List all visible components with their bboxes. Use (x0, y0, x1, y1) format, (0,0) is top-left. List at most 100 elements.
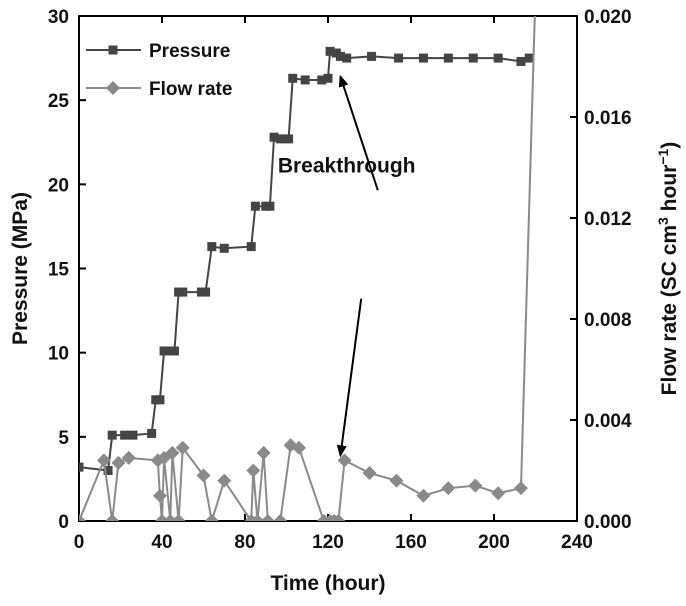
flow-rate-point (171, 514, 186, 521)
pressure-point (367, 51, 377, 61)
x-tick-label: 80 (234, 532, 255, 553)
y-right-tick-label: 0.020 (584, 7, 632, 28)
x-tick-label: 200 (478, 532, 510, 553)
breakthrough-arrow (336, 298, 363, 458)
pressure-point (300, 75, 310, 85)
flow-rate-point (196, 468, 211, 483)
flow-rate-point (121, 450, 136, 465)
x-axis-title: Time (hour) (270, 572, 385, 595)
y-left-tick-label: 10 (48, 344, 69, 365)
pressure-point (155, 395, 165, 405)
pressure-point (163, 346, 173, 356)
flow-rate-point (250, 514, 265, 521)
y-right-axis-title-superscript: 3 (655, 217, 671, 225)
x-tick-label: 0 (74, 532, 85, 553)
pressure-point (394, 53, 404, 63)
flow-rate-point (416, 488, 431, 503)
flow-rate-point (165, 445, 180, 460)
pressure-point (201, 287, 211, 297)
pressure-point (288, 73, 298, 83)
flow-rate-point (96, 453, 111, 468)
flow-rate-point (331, 514, 346, 521)
pressure-point (275, 134, 285, 144)
legend-label: Pressure (149, 41, 230, 62)
pressure-point (207, 242, 217, 252)
y-left-tick-label: 15 (48, 260, 70, 281)
flow-rate-point (256, 445, 271, 460)
flow-rate-point (291, 440, 306, 455)
y-right-axis-title: Flow rate (SC cm3 hour−1) (655, 142, 681, 396)
y-left-tick-label: 30 (48, 7, 69, 28)
flow-rate-point (79, 514, 86, 521)
x-tick-label: 240 (561, 532, 593, 553)
series-line (79, 50, 530, 472)
flow-rate-point (273, 514, 288, 521)
series-pressure (79, 46, 534, 475)
flow-rate-point (204, 514, 219, 521)
y-right-tick-label: 0.008 (584, 310, 632, 331)
flow-rate-point (362, 466, 377, 481)
pressure-point (342, 53, 352, 63)
flow-rate-point (111, 455, 126, 470)
pressure-point (169, 346, 179, 356)
flow-rate-point (441, 481, 456, 496)
x-tick-label: 160 (395, 532, 427, 553)
x-tick-label: 120 (312, 532, 344, 553)
y-left-tick-label: 25 (48, 91, 70, 112)
y-right-axis-title-superscript: −1 (655, 148, 671, 164)
pressure-point (178, 287, 188, 297)
flow-rate-point (468, 478, 483, 493)
y-right-tick-label: 0.012 (584, 209, 632, 230)
pressure-point (128, 430, 138, 440)
flow-rate-point (175, 440, 190, 455)
pressure-point (147, 428, 157, 438)
legend-square-marker (108, 45, 118, 55)
breakthrough-label: Breakthrough (278, 155, 416, 178)
pressure-point (323, 73, 333, 83)
pressure-point (120, 430, 130, 440)
y-right-axis-title-part: hour (658, 165, 681, 218)
flow-rate-point (152, 488, 167, 503)
pressure-point (246, 242, 256, 252)
y-right-tick-label: 0.000 (584, 512, 632, 533)
pressure-point (493, 53, 503, 63)
legend-diamond-marker (106, 81, 120, 95)
y-right-tick-label: 0.004 (584, 411, 632, 432)
breakthrough-arrow (338, 74, 379, 191)
y-left-tick-label: 0 (58, 512, 69, 533)
pressure-point (468, 53, 478, 63)
pressure-point (317, 75, 327, 85)
x-tick-label: 40 (151, 532, 172, 553)
flow-rate-point (513, 481, 528, 496)
y-left-tick-label: 5 (58, 428, 69, 449)
pressure-point (250, 201, 260, 211)
flow-rate-point (389, 473, 404, 488)
pressure-point (269, 132, 279, 142)
flow-rate-point (246, 463, 261, 478)
y-right-axis-title-part: ) (658, 142, 681, 149)
pressure-point (219, 243, 229, 253)
legend-label: Flow rate (149, 79, 232, 100)
y-left-tick-label: 20 (48, 175, 69, 196)
y-right-axis-title-part: Flow rate (SC cm (658, 225, 681, 395)
flow-rate-point (217, 473, 232, 488)
y-right-tick-label: 0.016 (584, 108, 632, 129)
pressure-point (325, 46, 335, 56)
pressure-point (418, 53, 428, 63)
pressure-point (443, 53, 453, 63)
pressure-point (516, 56, 526, 66)
pressure-point (107, 430, 117, 440)
pressure-point (284, 134, 294, 144)
flow-rate-point (491, 486, 506, 501)
flow-rate-point (260, 514, 275, 521)
flow-rate-point (337, 453, 352, 468)
pressure-point (265, 201, 275, 211)
series-flow-rate (79, 16, 536, 521)
pressure-point (524, 53, 534, 63)
pressure-point (335, 51, 345, 61)
pressure-point (79, 462, 84, 472)
flow-rate-point (105, 514, 120, 521)
y-left-axis-title: Pressure (MPa) (9, 192, 32, 345)
